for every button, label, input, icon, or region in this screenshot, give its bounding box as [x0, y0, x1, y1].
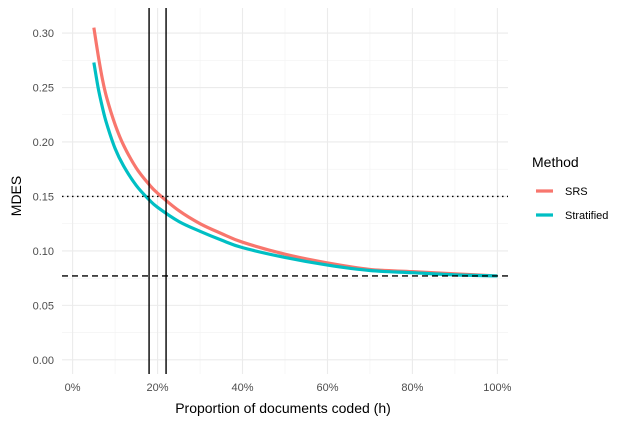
x-tick-label: 20%	[147, 382, 169, 394]
y-axis-ticks: 0.00 0.05 0.10 0.15 0.20 0.25 0.30	[33, 28, 54, 367]
y-axis-title: MDES	[8, 176, 24, 216]
x-tick-label: 100%	[483, 382, 511, 394]
series-layer	[92, 27, 498, 278]
x-axis-ticks: 0% 20% 40% 60% 80% 100%	[65, 382, 512, 394]
legend: Method SRS Stratified	[532, 154, 608, 222]
x-tick-label: 0%	[65, 382, 81, 394]
x-tick-label: 80%	[401, 382, 423, 394]
y-tick-label: 0.20	[33, 137, 54, 149]
grid-major	[62, 8, 508, 374]
legend-title: Method	[532, 154, 579, 170]
y-tick-label: 0.00	[33, 355, 54, 367]
x-tick-label: 60%	[316, 382, 338, 394]
y-tick-label: 0.15	[33, 191, 54, 203]
grid-minor	[62, 8, 508, 374]
y-tick-label: 0.05	[33, 300, 54, 312]
y-tick-label: 0.10	[33, 246, 54, 258]
reference-lines	[62, 8, 508, 374]
series-line-stratified	[92, 62, 498, 278]
legend-label-stratified: Stratified	[565, 210, 608, 222]
legend-label-srs: SRS	[565, 186, 588, 198]
y-tick-label: 0.25	[33, 83, 54, 95]
series-line-srs	[92, 27, 498, 278]
y-tick-label: 0.30	[33, 28, 54, 40]
x-axis-title: Proportion of documents coded (h)	[175, 400, 391, 416]
x-tick-label: 40%	[232, 382, 254, 394]
